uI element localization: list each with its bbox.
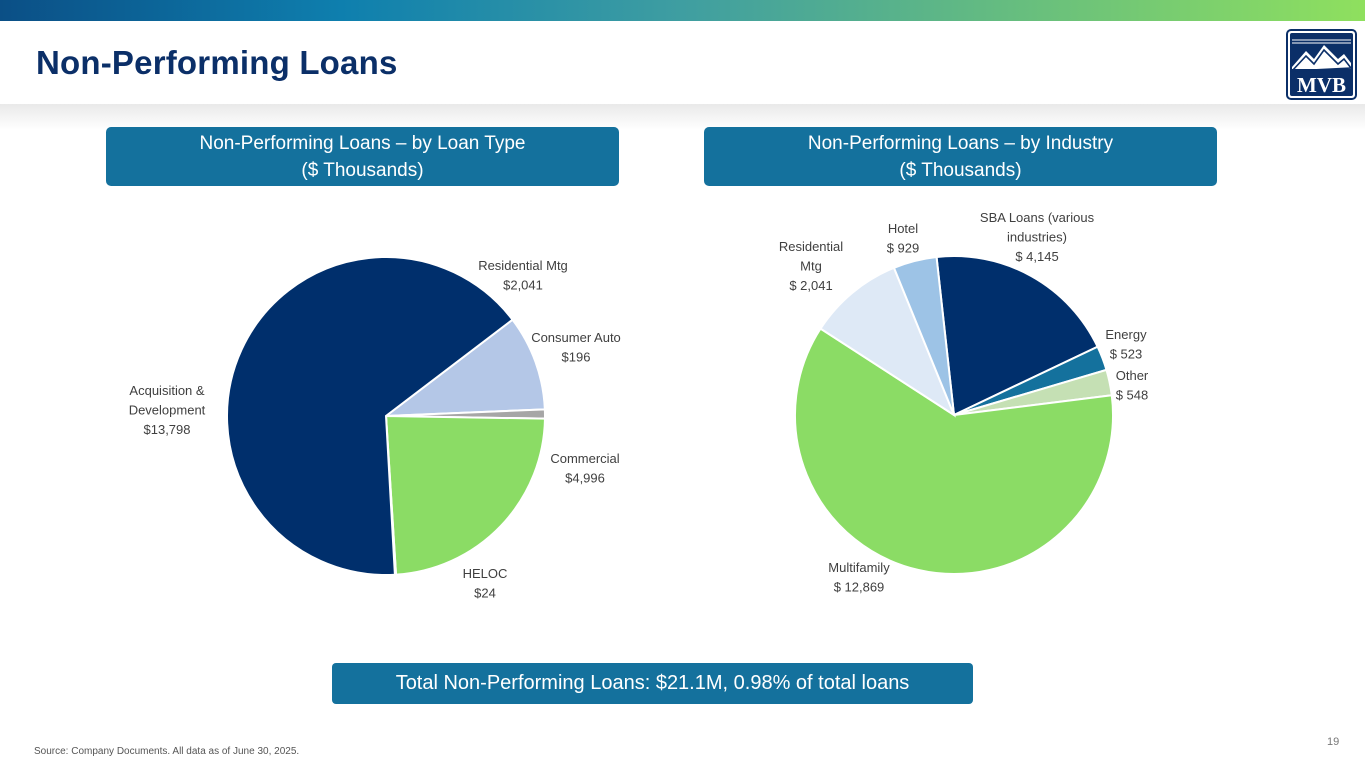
slice-label-consumer-auto: Consumer Auto $196 [531, 330, 621, 365]
slice-label-commercial: Commercial $4,996 [550, 451, 619, 486]
page-number: 19 [1327, 736, 1340, 748]
header-divider [0, 104, 1365, 130]
loan-type-title-line2: ($ Thousands) [301, 159, 424, 181]
slice-label-residential: Residential Mtg $ 2,041 [779, 239, 843, 293]
industry-title-line2: ($ Thousands) [899, 159, 1022, 181]
pie-slice-commercial [384, 414, 546, 576]
total-npl-banner: Total Non-Performing Loans: $21.1M, 0.98… [332, 663, 973, 704]
page-title: Non-Performing Loans [36, 44, 398, 81]
loan-type-title-line1: Non-Performing Loans – by Loan Type [199, 132, 526, 154]
logo-text: MVB [1297, 73, 1346, 97]
industry-title-line1: Non-Performing Loans – by Industry [807, 132, 1114, 154]
slice-label-residential-mtg: Residential Mtg $2,041 [478, 258, 568, 293]
pie-slice-hotel [892, 255, 955, 416]
pie-slice-acquisition [226, 256, 514, 576]
source-note: Source: Company Documents. All data as o… [34, 746, 300, 757]
mvb-logo: MVB [1286, 29, 1357, 100]
slice-label-hotel: Hotel $ 929 [887, 221, 920, 256]
slice-label-acquisition: Acquisition & Development $13,798 [129, 383, 206, 437]
industry-chart-header: Non-Performing Loans – by Industry ($ Th… [704, 127, 1217, 186]
loan-type-chart-header: Non-Performing Loans – by Loan Type ($ T… [106, 127, 619, 186]
slice-label-multifamily: Multifamily $ 12,869 [828, 560, 890, 595]
slice-label-sba-loans-various: SBA Loans (various industries) $ 4,145 [980, 210, 1095, 264]
pie-slice-sba-loans-various [935, 255, 1099, 417]
slice-label-energy: Energy $ 523 [1105, 327, 1147, 362]
pie-slice-residential [819, 266, 957, 418]
pie-slice-multifamily [794, 327, 1114, 576]
pie-slice-residential-mtg [382, 318, 546, 418]
top-gradient-bar [0, 0, 1365, 21]
slice-label-other: Other $ 548 [1116, 368, 1149, 403]
slice-label-heloc: HELOC $24 [463, 566, 508, 601]
